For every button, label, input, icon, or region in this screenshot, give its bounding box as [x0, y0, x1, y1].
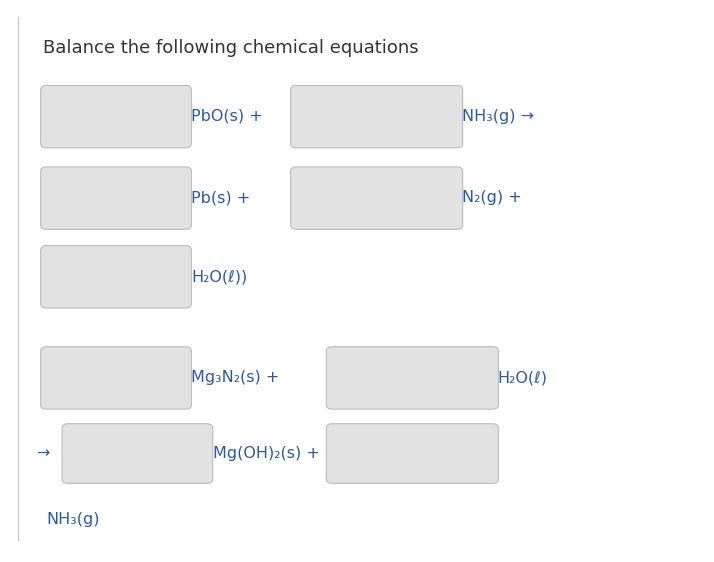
- Text: NH₃(g): NH₃(g): [46, 513, 100, 527]
- FancyBboxPatch shape: [326, 424, 498, 483]
- Text: H₂O(ℓ)): H₂O(ℓ)): [191, 269, 248, 284]
- Text: H₂O(ℓ): H₂O(ℓ): [498, 370, 548, 385]
- FancyBboxPatch shape: [41, 85, 191, 148]
- Text: Pb(s) +: Pb(s) +: [191, 191, 251, 205]
- Text: Mg₃N₂(s) +: Mg₃N₂(s) +: [191, 370, 280, 385]
- Text: N₂(g) +: N₂(g) +: [462, 191, 522, 205]
- FancyBboxPatch shape: [326, 347, 498, 409]
- FancyBboxPatch shape: [41, 347, 191, 409]
- FancyBboxPatch shape: [41, 246, 191, 308]
- FancyBboxPatch shape: [291, 85, 463, 148]
- Text: NH₃(g) →: NH₃(g) →: [462, 109, 534, 124]
- FancyBboxPatch shape: [62, 424, 213, 483]
- Text: PbO(s) +: PbO(s) +: [191, 109, 263, 124]
- FancyBboxPatch shape: [41, 167, 191, 229]
- Text: Balance the following chemical equations: Balance the following chemical equations: [43, 39, 418, 57]
- Text: →: →: [36, 446, 49, 461]
- FancyBboxPatch shape: [291, 167, 463, 229]
- Text: Mg(OH)₂(s) +: Mg(OH)₂(s) +: [213, 446, 320, 461]
